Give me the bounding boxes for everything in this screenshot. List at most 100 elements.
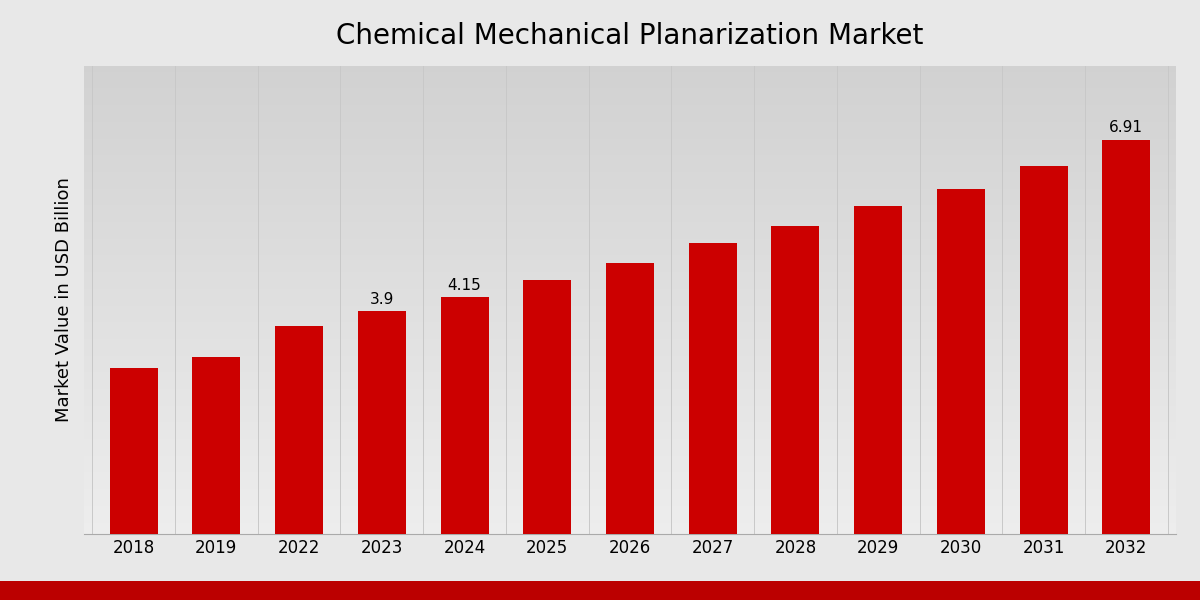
Bar bbox=[84, 430, 1176, 431]
Bar bbox=[84, 76, 1176, 77]
Bar bbox=[84, 225, 1176, 227]
Bar bbox=[84, 448, 1176, 450]
Bar bbox=[84, 203, 1176, 205]
Bar bbox=[84, 113, 1176, 115]
Bar bbox=[84, 456, 1176, 458]
Bar bbox=[84, 352, 1176, 353]
Bar bbox=[84, 350, 1176, 352]
Bar bbox=[84, 152, 1176, 154]
Bar bbox=[84, 333, 1176, 334]
Bar bbox=[84, 376, 1176, 378]
Text: 6.91: 6.91 bbox=[1109, 120, 1144, 135]
Bar bbox=[84, 209, 1176, 211]
Bar bbox=[84, 378, 1176, 380]
Bar bbox=[84, 532, 1176, 534]
Bar bbox=[84, 177, 1176, 178]
Bar bbox=[84, 166, 1176, 167]
Bar bbox=[84, 320, 1176, 322]
Bar bbox=[84, 79, 1176, 80]
Bar bbox=[192, 357, 240, 534]
Bar bbox=[84, 314, 1176, 316]
Bar bbox=[84, 319, 1176, 320]
Bar bbox=[84, 506, 1176, 508]
Bar bbox=[84, 121, 1176, 122]
Bar bbox=[84, 122, 1176, 124]
Bar bbox=[84, 85, 1176, 86]
Bar bbox=[84, 337, 1176, 339]
Bar bbox=[84, 72, 1176, 74]
Bar bbox=[84, 328, 1176, 329]
Bar bbox=[84, 453, 1176, 454]
Bar bbox=[84, 277, 1176, 278]
Bar bbox=[84, 242, 1176, 244]
Bar bbox=[84, 434, 1176, 436]
Bar bbox=[84, 103, 1176, 105]
Bar bbox=[84, 236, 1176, 238]
Bar bbox=[1103, 140, 1151, 534]
Bar bbox=[84, 286, 1176, 287]
Bar bbox=[84, 493, 1176, 495]
Bar bbox=[84, 406, 1176, 407]
Bar bbox=[84, 271, 1176, 272]
Bar bbox=[84, 404, 1176, 406]
Bar bbox=[84, 492, 1176, 493]
Bar bbox=[84, 175, 1176, 177]
Bar bbox=[84, 500, 1176, 501]
Bar bbox=[84, 167, 1176, 169]
Bar bbox=[84, 358, 1176, 359]
Bar bbox=[84, 365, 1176, 367]
Bar bbox=[84, 219, 1176, 220]
Bar bbox=[84, 183, 1176, 185]
Bar bbox=[84, 329, 1176, 331]
Bar bbox=[84, 300, 1176, 302]
Bar bbox=[84, 400, 1176, 401]
Bar bbox=[84, 367, 1176, 368]
Bar bbox=[84, 302, 1176, 303]
Bar bbox=[84, 322, 1176, 323]
Bar bbox=[84, 261, 1176, 263]
Bar bbox=[854, 206, 902, 534]
Bar bbox=[84, 169, 1176, 170]
Bar bbox=[84, 212, 1176, 214]
Bar bbox=[84, 303, 1176, 305]
Bar bbox=[84, 139, 1176, 141]
Bar bbox=[84, 247, 1176, 248]
Bar bbox=[84, 380, 1176, 381]
Bar bbox=[84, 102, 1176, 103]
Title: Chemical Mechanical Planarization Market: Chemical Mechanical Planarization Market bbox=[336, 22, 924, 50]
Bar bbox=[84, 481, 1176, 482]
Bar bbox=[689, 243, 737, 534]
Bar bbox=[84, 206, 1176, 208]
Bar bbox=[84, 395, 1176, 397]
Bar bbox=[84, 228, 1176, 230]
Bar bbox=[84, 313, 1176, 314]
Bar bbox=[109, 368, 157, 534]
Bar bbox=[84, 423, 1176, 425]
Bar bbox=[84, 419, 1176, 420]
Bar bbox=[84, 401, 1176, 403]
Bar bbox=[84, 407, 1176, 409]
Bar bbox=[84, 487, 1176, 489]
Bar bbox=[84, 437, 1176, 439]
Bar bbox=[84, 325, 1176, 326]
Bar bbox=[84, 280, 1176, 281]
Bar bbox=[84, 467, 1176, 469]
Bar bbox=[84, 422, 1176, 423]
Bar bbox=[84, 473, 1176, 475]
Bar bbox=[523, 280, 571, 534]
Bar bbox=[84, 224, 1176, 225]
Bar bbox=[84, 311, 1176, 313]
Bar bbox=[84, 107, 1176, 108]
Bar bbox=[84, 281, 1176, 283]
Bar bbox=[84, 269, 1176, 271]
Bar bbox=[84, 131, 1176, 133]
Bar bbox=[84, 388, 1176, 389]
Bar bbox=[84, 427, 1176, 428]
Bar bbox=[84, 397, 1176, 398]
Bar bbox=[84, 86, 1176, 88]
Bar bbox=[84, 514, 1176, 515]
Bar bbox=[84, 523, 1176, 524]
Bar bbox=[84, 275, 1176, 277]
Bar bbox=[84, 484, 1176, 485]
Bar bbox=[84, 89, 1176, 91]
